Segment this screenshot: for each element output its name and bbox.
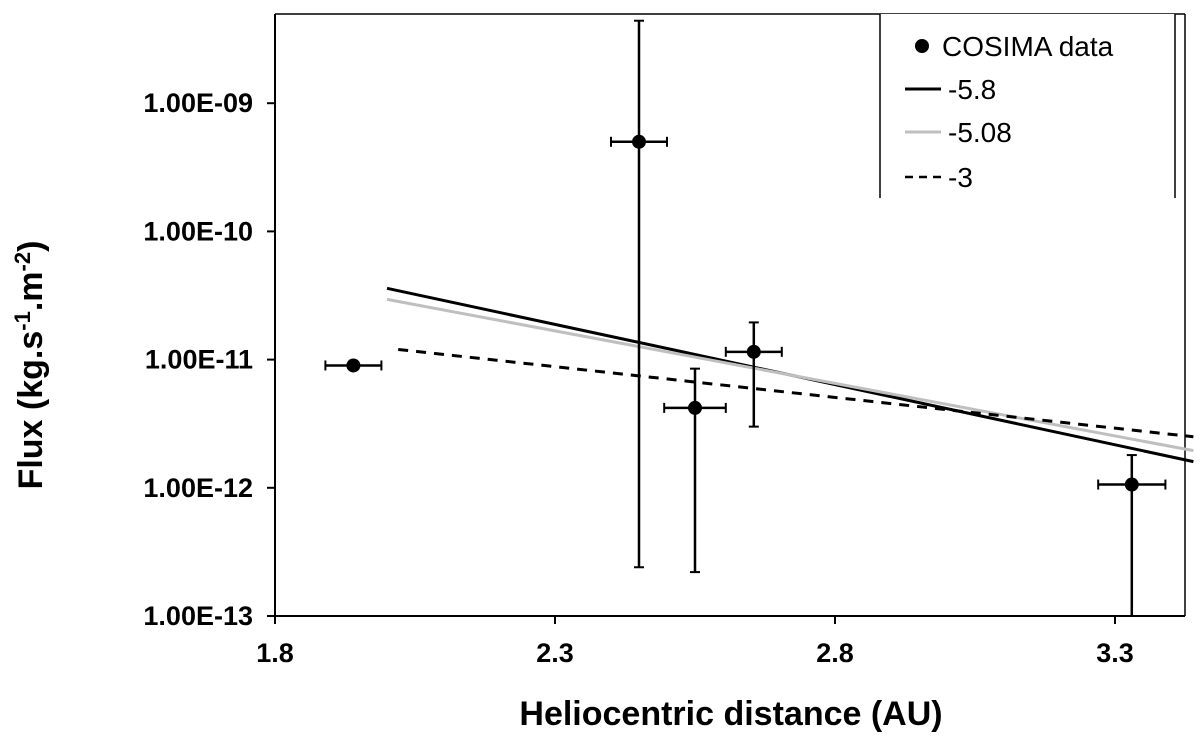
data-point-5 (1124, 477, 1139, 492)
y-tick-label: 1.00E-09 (143, 88, 253, 118)
legend-label-5-08: -5.08 (948, 117, 1012, 148)
x-tick-label: 1.8 (256, 638, 294, 668)
y-axis-title-sup1: -1 (10, 311, 35, 331)
plot-area (274, 13, 1186, 617)
x-tick-label: 2.3 (536, 638, 574, 668)
legend-label-5-8: -5.8 (948, 74, 996, 105)
y-axis-title-mid: .m (12, 271, 50, 311)
data-point-3 (688, 400, 702, 415)
y-tick-label: 1.00E-11 (145, 345, 253, 375)
legend: COSIMA data -5.8 -5.08 -3 (879, 14, 1176, 198)
fit-line-2 (386, 297, 1194, 453)
y-axis-title-main: Flux (kg.s (12, 331, 50, 490)
y-axis-title-end: ) (12, 241, 50, 252)
y-tick-label: 1.00E-13 (143, 601, 253, 631)
legend-label-cosima: COSIMA data (942, 31, 1114, 62)
y-tick-label: 1.00E-12 (143, 473, 253, 503)
x-axis-title: Heliocentric distance (AU) (519, 695, 942, 733)
x-tick-label: 3.3 (1096, 638, 1134, 668)
y-axis-title: Flux (kg.s-1.m-2) (10, 241, 51, 490)
fit-lines (386, 286, 1194, 464)
legend-marker-cosima (915, 39, 929, 53)
data-point-1 (346, 358, 361, 373)
y-tick-label: 1.00E-10 (143, 216, 253, 246)
data-point-4 (746, 344, 761, 359)
y-axis-title-sup2: -2 (10, 252, 35, 272)
x-tick-label: 2.8 (816, 638, 854, 668)
legend-label-3: -3 (948, 162, 973, 193)
fit-line-3 (398, 347, 1194, 439)
data-point-2 (632, 134, 646, 149)
data-points (346, 134, 1139, 492)
x-axis-ticks: 1.8 2.3 2.8 3.3 (256, 616, 1134, 668)
y-axis-ticks: 1.00E-13 1.00E-12 1.00E-11 1.00E-10 1.00E-09 (143, 88, 275, 631)
legend-box (880, 14, 1175, 198)
